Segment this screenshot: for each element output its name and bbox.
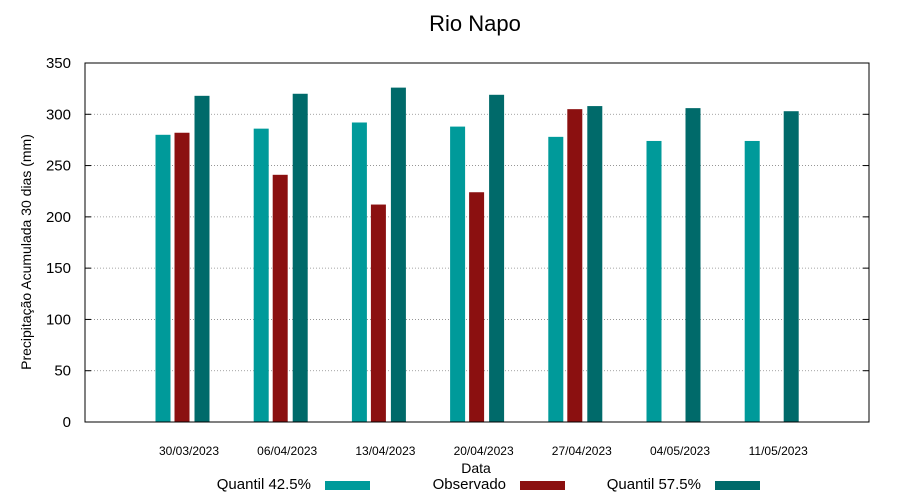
legend-swatch [325,481,370,490]
chart-title: Rio Napo [429,11,521,36]
legend-label: Quantil 57.5% [607,476,701,493]
legend-swatch [715,481,760,490]
x-tick-label: 30/03/2023 [159,444,219,458]
bar-quantil-57-5- [587,106,603,422]
bar-quantil-57-5- [194,95,210,422]
bar-observado [370,204,386,422]
bar-quantil-42-5- [744,140,760,422]
y-tick-label: 150 [46,260,71,277]
y-tick-label: 200 [46,209,71,226]
bar-quantil-57-5- [489,94,505,422]
x-tick-label: 20/04/2023 [454,444,514,458]
y-axis-label: Precipitação Acumulada 30 dias (mm) [18,134,34,370]
bar-quantil-42-5- [450,126,466,422]
x-tick-label: 11/05/2023 [749,444,808,458]
bar-observado [272,174,288,422]
bar-quantil-57-5- [292,93,308,423]
plot-frame [84,62,870,423]
bar-quantil-42-5- [351,122,367,423]
bar-observado [567,109,583,423]
bars-group [155,87,799,423]
legend-label: Quantil 42.5% [217,476,311,493]
x-tick-label: 04/05/2023 [650,444,710,458]
x-axis-ticks: 30/03/2023 06/04/2023 13/04/2023 20/04/2023… [159,444,808,458]
y-axis-ticks: 0 50 100 150 200 250 300 350 [46,55,869,431]
y-tick-label: 0 [63,414,71,431]
x-tick-label: 27/04/2023 [552,444,612,458]
y-tick-label: 300 [46,106,71,123]
x-tick-label: 06/04/2023 [257,444,317,458]
bar-quantil-57-5- [783,111,799,423]
bar-quantil-42-5- [155,134,171,423]
y-tick-label: 100 [46,311,71,328]
bar-observado [174,132,190,422]
x-axis-label: Data [461,460,491,476]
y-tick-label: 50 [54,363,71,380]
bar-observado [469,192,485,422]
bar-quantil-57-5- [685,108,701,422]
bar-quantil-42-5- [548,136,564,422]
bar-quantil-57-5- [390,87,406,423]
y-tick-label: 350 [46,55,71,72]
x-tick-label: 13/04/2023 [355,444,415,458]
bar-quantil-42-5- [253,128,269,422]
legend-label: Observado [433,476,506,493]
legend-swatch [520,481,565,490]
legend: Quantil 42.5% Observado Quantil 57.5% [217,476,760,493]
bar-quantil-42-5- [646,140,662,422]
y-tick-label: 250 [46,158,71,175]
